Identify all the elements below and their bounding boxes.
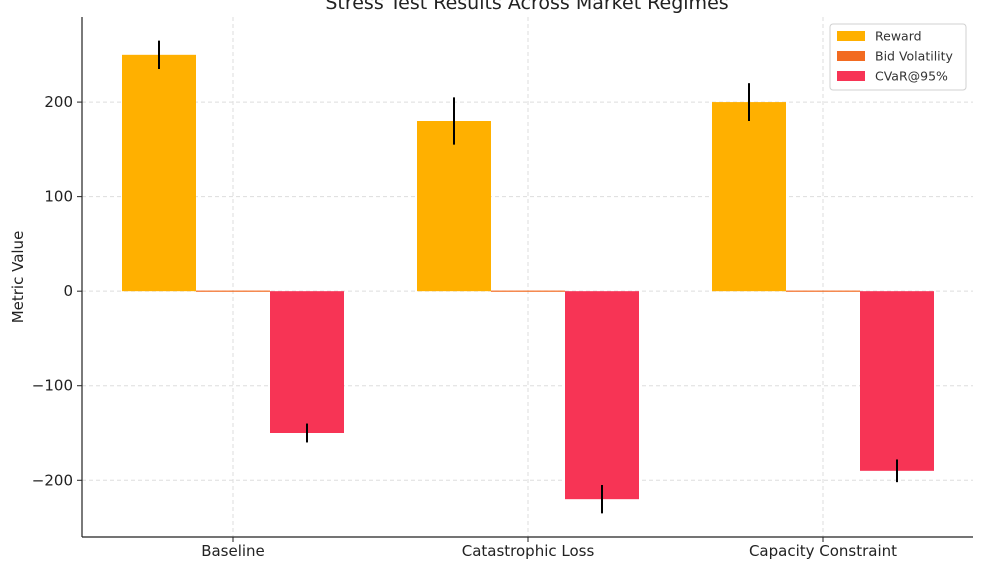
error-bars <box>158 40 898 514</box>
x-tick-label: Baseline <box>201 542 265 560</box>
bar-reward <box>417 121 491 292</box>
y-axis-label: Metric Value <box>9 231 27 324</box>
bar-bid-volatility <box>196 290 270 292</box>
legend-swatch <box>837 71 865 81</box>
legend-swatch <box>837 51 865 61</box>
grid-lines <box>82 17 973 537</box>
y-tick-label: −200 <box>32 471 73 489</box>
y-tick-label: 100 <box>44 188 73 206</box>
bar-cvar-95- <box>565 291 639 500</box>
legend-swatch <box>837 31 865 41</box>
x-tick-label: Catastrophic Loss <box>462 542 595 560</box>
legend-label: CVaR@95% <box>875 69 948 84</box>
y-tick-label: −100 <box>32 377 73 395</box>
legend: Reward Bid Volatility CVaR@95% <box>829 23 967 91</box>
y-ticks: −200 −100 0 100 200 <box>32 93 82 489</box>
bars <box>122 54 934 500</box>
bar-reward <box>712 102 786 292</box>
bar-cvar-95- <box>270 291 344 433</box>
bar-reward <box>122 54 196 292</box>
bar-bid-volatility <box>786 290 860 292</box>
legend-label: Reward <box>875 29 922 44</box>
bar-bid-volatility <box>491 290 565 292</box>
chart-title: Stress Test Results Across Market Regime… <box>325 0 728 14</box>
bar-cvar-95- <box>860 291 934 471</box>
x-ticks: Baseline Catastrophic Loss Capacity Constr… <box>201 537 897 560</box>
y-tick-label: 200 <box>44 93 73 111</box>
legend-label: Bid Volatility <box>875 49 954 64</box>
y-tick-label: 0 <box>63 282 73 300</box>
x-tick-label: Capacity Constraint <box>749 542 897 560</box>
